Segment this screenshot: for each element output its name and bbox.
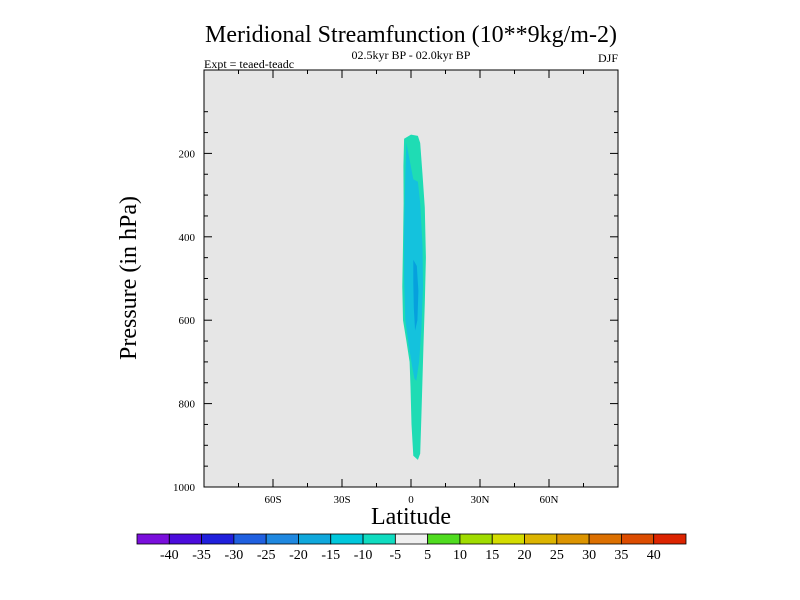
- colorbar-label: 15: [485, 548, 499, 563]
- colorbar-label: 10: [453, 548, 467, 563]
- colorbar-label: -10: [354, 548, 373, 563]
- colorbar-box: [491, 533, 525, 545]
- y-tick-labels: 200 400 600 800 1000: [173, 148, 196, 494]
- x-tick-label: 60S: [264, 494, 281, 506]
- contour-layer: [402, 134, 426, 460]
- chart-subtitle: 02.5kyr BP - 02.0kyr BP: [352, 48, 471, 62]
- colorbar-label: -30: [225, 548, 244, 563]
- colorbar-label: -20: [289, 548, 308, 563]
- experiment-label: Expt = teaed-teadc: [204, 57, 294, 71]
- x-tick-labels: 60S 30S 0 30N 60N: [264, 494, 558, 506]
- colorbar-box: [621, 533, 655, 545]
- colorbar-label: 25: [550, 548, 564, 563]
- colorbar-box: [265, 533, 299, 545]
- colorbar-box: [556, 533, 590, 545]
- x-axis-label: Latitude: [371, 504, 451, 530]
- colorbar-box: [201, 533, 235, 545]
- colorbar-box: [233, 533, 267, 545]
- colorbar-label: 5: [424, 548, 431, 563]
- colorbar-label: 20: [518, 548, 532, 563]
- x-tick-label: 30N: [471, 494, 490, 506]
- colorbar-box: [298, 533, 332, 545]
- colorbar-label: -40: [160, 548, 179, 563]
- colorbar: [136, 533, 687, 545]
- plot-frame: [203, 69, 619, 488]
- colorbar-box: [653, 533, 687, 545]
- colorbar-box: [524, 533, 558, 545]
- colorbar-box: [330, 533, 364, 545]
- colorbar-label: 30: [582, 548, 596, 563]
- y-tick-label: 400: [179, 232, 196, 244]
- colorbar-box: [394, 533, 429, 545]
- x-tick-label: 0: [408, 494, 414, 506]
- colorbar-label: 35: [614, 548, 628, 563]
- y-tick-label: 200: [179, 148, 196, 160]
- x-tick-label: 30S: [333, 494, 350, 506]
- colorbar-box: [136, 533, 170, 545]
- colorbar-box: [427, 533, 461, 545]
- contour-region-2: [413, 259, 419, 331]
- colorbar-label: 40: [647, 548, 661, 563]
- colorbar-box: [459, 533, 493, 545]
- chart-title: Meridional Streamfunction (10**9kg/m-2): [205, 22, 617, 48]
- y-tick-label: 600: [179, 315, 196, 327]
- colorbar-label: -25: [257, 548, 276, 563]
- x-tick-label: 60N: [540, 494, 559, 506]
- colorbar-box: [168, 533, 202, 545]
- colorbar-label: -35: [192, 548, 211, 563]
- colorbar-box: [588, 533, 622, 545]
- colorbar-box: [362, 533, 396, 545]
- y-tick-label: 1000: [173, 482, 196, 494]
- axis-ticks: [204, 70, 618, 487]
- colorbar-label: -15: [321, 548, 340, 563]
- colorbar-label: -5: [390, 548, 402, 563]
- y-tick-label: 800: [179, 399, 196, 411]
- y-axis-label: Pressure (in hPa): [116, 196, 142, 360]
- colorbar-labels: -40 -35 -30 -25 -20 -15 -10 -5 5 10 15 20 25 30 35 40: [160, 548, 661, 563]
- season-label: DJF: [598, 51, 618, 65]
